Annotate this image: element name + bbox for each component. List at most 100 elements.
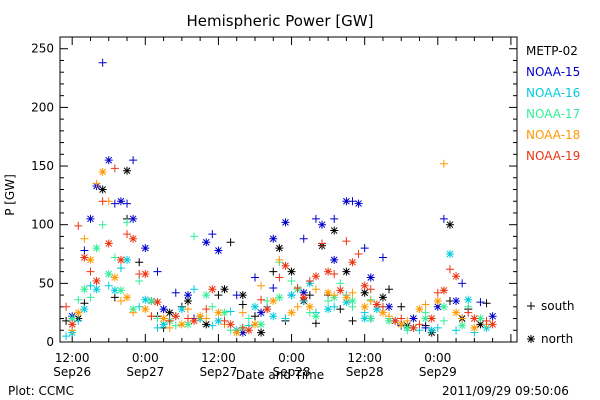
south-point [458,279,467,288]
north-point [287,291,296,300]
north-point [342,267,351,276]
north-point [129,214,138,223]
north-point [183,296,192,305]
north-point [165,308,174,317]
y-tick-label: 150 [31,159,54,173]
north-point [92,285,101,294]
north-point [281,261,290,270]
south-point [439,214,448,223]
south-point [445,265,454,274]
south-point [250,312,259,321]
y-tick-label: 50 [39,276,54,290]
south-point [86,267,95,276]
north-point [159,314,168,323]
south-point [287,277,296,285]
south-point [98,220,107,229]
north-point [385,302,394,311]
north-point [488,320,497,329]
north-point [452,272,461,281]
south-point [171,321,180,330]
north-point [92,244,101,253]
south-point [330,269,339,278]
south-point [135,302,144,311]
south-point [476,298,485,307]
y-tick-label: 0 [46,335,54,349]
south-point [135,277,144,285]
south-point [226,238,235,247]
south-point [336,305,345,314]
north-point [208,285,217,294]
south-point [305,277,314,285]
north-point [464,295,473,304]
south-point [214,291,223,300]
south-point [482,299,491,308]
y-axis-label: P [GW] [3,174,17,216]
south-point [123,218,132,227]
north-point [354,199,363,208]
south-point [226,307,235,316]
south-point [98,58,107,67]
x-tick-label: Sep28 [273,365,311,379]
south-point [208,321,217,330]
south-point [110,164,119,173]
north-point [141,244,150,253]
south-point [250,273,259,282]
north-point [74,308,83,317]
north-point [360,288,369,297]
x-tick-label: 12:00 [347,351,382,365]
south-point [421,300,430,309]
south-point [86,293,95,302]
south-point [299,234,308,243]
south-point [232,291,241,300]
north-point [360,281,369,290]
north-point [177,320,186,329]
north-point [372,305,381,314]
north-point [244,326,253,335]
x-tick-label: 12:00 [201,351,236,365]
south-point [116,264,125,273]
south-point [238,308,247,317]
north-point [409,323,418,332]
south-point [439,159,448,168]
south-point [202,314,211,323]
north-point [86,214,95,223]
south-point [208,302,217,311]
x-tick-label: Sep28 [346,365,384,379]
south-point [275,255,284,264]
south-point [104,281,113,290]
south-point [378,302,387,311]
north-point [183,291,192,300]
north-point [104,269,113,278]
north-point [80,285,89,294]
north-point [250,320,259,329]
south-point [330,291,339,300]
legend-item: NOAA-19 [526,149,580,163]
north-point [238,328,247,337]
x-tick-label: Sep27 [126,365,164,379]
south-point [403,316,412,325]
north-point [311,312,320,321]
north-point [123,166,132,175]
north-point [409,314,418,323]
north-point [104,156,113,165]
south-point [269,267,278,276]
south-point [153,323,162,332]
plot-source: Plot: CCMC [8,384,74,398]
south-point [110,293,119,302]
north-point [476,320,485,329]
north-point [348,296,357,305]
south-point [385,285,394,294]
north-point [299,288,308,297]
north-point [226,320,235,329]
north-point [104,239,113,248]
north-point [98,185,107,194]
north-point [190,316,199,325]
south-point [123,199,132,208]
north-point [360,302,369,311]
north-point [257,320,266,329]
north-point [141,295,150,304]
legend-item: METP-02 [526,44,578,58]
south-point [336,279,345,288]
north-point [433,302,442,311]
